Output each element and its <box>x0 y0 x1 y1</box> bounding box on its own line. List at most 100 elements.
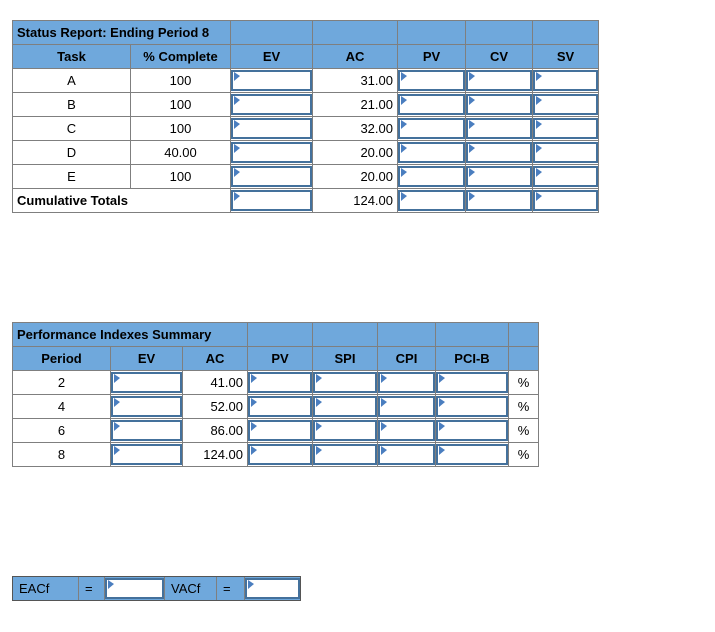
task-label: A <box>12 68 131 93</box>
cv-input-a[interactable] <box>466 70 532 91</box>
pct-complete-value: 100 <box>130 164 231 189</box>
ev-cell <box>230 92 313 117</box>
cv-input-e[interactable] <box>466 166 532 187</box>
col-header-cv: CV <box>465 44 533 69</box>
ac-value: 41.00 <box>182 370 248 395</box>
ev-input-p4[interactable] <box>111 396 182 417</box>
cpi-input-p2[interactable] <box>378 372 435 393</box>
spi-input-p2[interactable] <box>313 372 377 393</box>
spi-cell <box>312 394 378 419</box>
ev-input-p2[interactable] <box>111 372 182 393</box>
ac-value: 20.00 <box>312 164 398 189</box>
input-flag-icon <box>114 422 120 431</box>
sv-cell <box>532 164 599 189</box>
performance-indexes-table: Performance Indexes Summary Period EV AC… <box>12 322 539 467</box>
cpi-input-p6[interactable] <box>378 420 435 441</box>
ac-value: 124.00 <box>182 442 248 467</box>
input-flag-icon <box>401 144 407 153</box>
sv-input-b[interactable] <box>533 94 598 115</box>
pv-input-c[interactable] <box>398 118 465 139</box>
title-spacer-cell <box>397 20 466 45</box>
col-header-pv: PV <box>397 44 466 69</box>
sv-input-a[interactable] <box>533 70 598 91</box>
cv-cell <box>465 68 533 93</box>
cpi-input-p8[interactable] <box>378 444 435 465</box>
cv-cell <box>465 116 533 141</box>
title-spacer-cell <box>247 322 313 347</box>
input-flag-icon <box>316 422 322 431</box>
spi-input-p6[interactable] <box>313 420 377 441</box>
input-flag-icon <box>234 72 240 81</box>
col-header-sv: SV <box>532 44 599 69</box>
pv-cell <box>397 164 466 189</box>
pv-input-d[interactable] <box>398 142 465 163</box>
ev-input-a[interactable] <box>231 70 312 91</box>
title-spacer-cell <box>230 20 313 45</box>
pv-input-p4[interactable] <box>248 396 312 417</box>
cv-input-b[interactable] <box>466 94 532 115</box>
input-flag-icon <box>439 446 445 455</box>
title-spacer-cell <box>377 322 436 347</box>
period-row-8: 8 124.00 % <box>12 442 539 467</box>
input-flag-icon <box>469 168 475 177</box>
sv-input-d[interactable] <box>533 142 598 163</box>
sv-input-e[interactable] <box>533 166 598 187</box>
performance-header-row: Period EV AC PV SPI CPI PCI-B <box>12 346 539 371</box>
pcib-cell <box>435 370 509 395</box>
pcib-input-p4[interactable] <box>436 396 508 417</box>
status-title-row: Status Report: Ending Period 8 <box>12 20 599 45</box>
pcib-cell <box>435 418 509 443</box>
pv-input-p6[interactable] <box>248 420 312 441</box>
pcib-input-p8[interactable] <box>436 444 508 465</box>
input-flag-icon <box>114 446 120 455</box>
spi-input-p4[interactable] <box>313 396 377 417</box>
input-flag-icon <box>251 446 257 455</box>
cv-input-d[interactable] <box>466 142 532 163</box>
eacf-label: EACf <box>19 581 50 596</box>
vacf-input[interactable] <box>245 578 300 599</box>
ev-input-p6[interactable] <box>111 420 182 441</box>
input-flag-icon <box>536 72 542 81</box>
pv-input-p2[interactable] <box>248 372 312 393</box>
task-row-b: B 100 21.00 <box>12 92 599 117</box>
status-report-title: Status Report: Ending Period 8 <box>12 20 231 45</box>
ev-input-c[interactable] <box>231 118 312 139</box>
cpi-input-p4[interactable] <box>378 396 435 417</box>
input-flag-icon <box>381 398 387 407</box>
performance-title-row: Performance Indexes Summary <box>12 322 539 347</box>
ev-input-d[interactable] <box>231 142 312 163</box>
task-row-e: E 100 20.00 <box>12 164 599 189</box>
col-header-ac: AC <box>182 346 248 371</box>
input-flag-icon <box>439 422 445 431</box>
spi-cell <box>312 442 378 467</box>
input-flag-icon <box>316 398 322 407</box>
pv-input-p8[interactable] <box>248 444 312 465</box>
sv-input-c[interactable] <box>533 118 598 139</box>
status-report-table: Status Report: Ending Period 8 Task % Co… <box>12 20 599 213</box>
pv-input-e[interactable] <box>398 166 465 187</box>
input-flag-icon <box>401 72 407 81</box>
sv-total-input[interactable] <box>533 190 598 211</box>
percent-unit: % <box>508 394 539 419</box>
ac-value: 86.00 <box>182 418 248 443</box>
ev-input-b[interactable] <box>231 94 312 115</box>
ev-total-input[interactable] <box>231 190 312 211</box>
eacf-input[interactable] <box>105 578 164 599</box>
pv-total-input[interactable] <box>398 190 465 211</box>
pv-input-a[interactable] <box>398 70 465 91</box>
col-header-ev: EV <box>110 346 183 371</box>
cv-input-c[interactable] <box>466 118 532 139</box>
pcib-input-p6[interactable] <box>436 420 508 441</box>
ev-input-e[interactable] <box>231 166 312 187</box>
spi-input-p8[interactable] <box>313 444 377 465</box>
pv-cell <box>247 418 313 443</box>
col-header-pci-b: PCI-B <box>435 346 509 371</box>
pv-input-b[interactable] <box>398 94 465 115</box>
sv-cell <box>532 140 599 165</box>
ac-value: 21.00 <box>312 92 398 117</box>
input-flag-icon <box>401 192 407 201</box>
pcib-input-p2[interactable] <box>436 372 508 393</box>
ev-input-p8[interactable] <box>111 444 182 465</box>
cpi-cell <box>377 442 436 467</box>
cv-total-input[interactable] <box>466 190 532 211</box>
